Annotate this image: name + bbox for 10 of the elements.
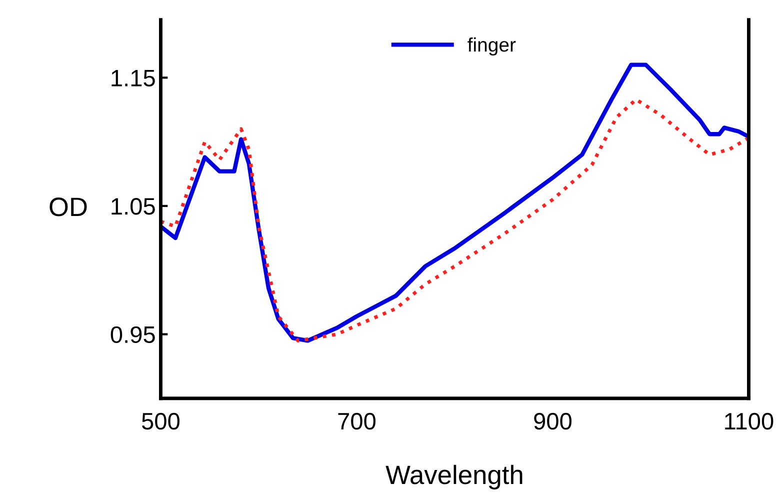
x-tick-label: 700 bbox=[338, 412, 376, 430]
y-tick-label: 1.15 bbox=[112, 70, 155, 86]
x-axis-title: Wavelength bbox=[386, 464, 522, 490]
x-tick-label: 900 bbox=[534, 412, 572, 430]
y-axis-title: OD bbox=[50, 198, 87, 216]
x-tick-label: 500 bbox=[142, 412, 180, 430]
x-tick-label: 1100 bbox=[725, 412, 774, 430]
y-tick-label: 1.05 bbox=[112, 198, 155, 215]
y-tick-label: 0.95 bbox=[110, 326, 155, 344]
legend-label: finger bbox=[468, 37, 516, 56]
